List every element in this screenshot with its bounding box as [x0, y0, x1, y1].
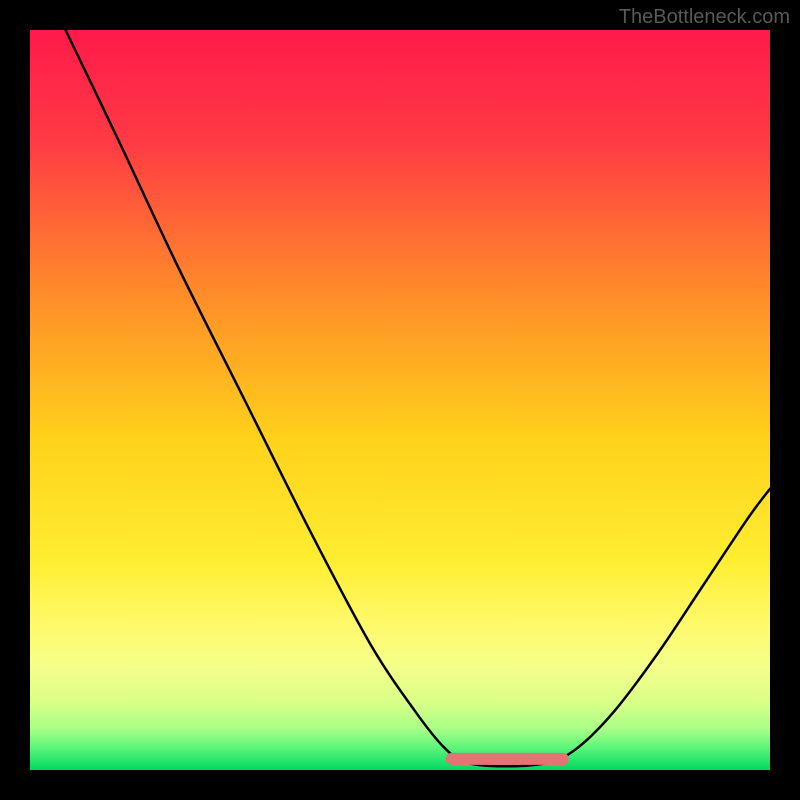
attribution-text: TheBottleneck.com: [619, 6, 790, 29]
gradient-background: [30, 30, 770, 770]
bottleneck-chart: [30, 30, 770, 770]
chart-svg: [30, 30, 770, 770]
